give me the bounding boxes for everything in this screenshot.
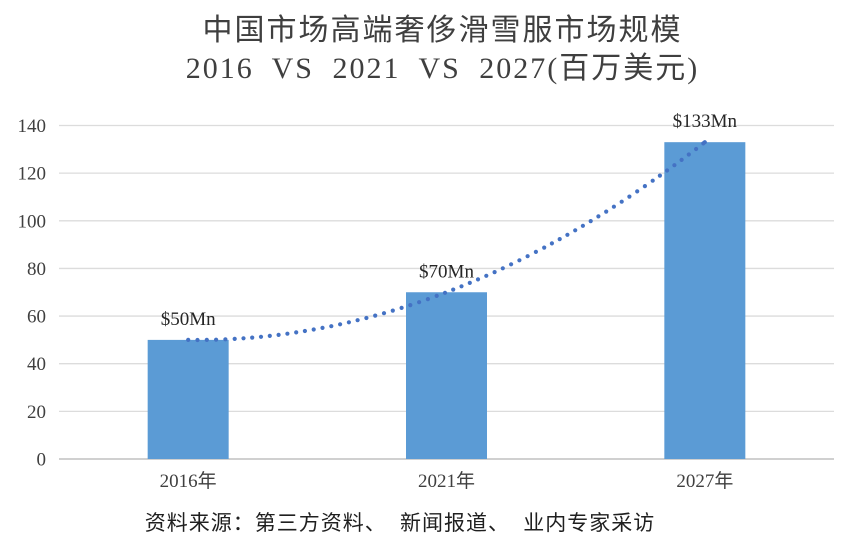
trendline-dot [320, 325, 325, 330]
y-tick-label: 40 [27, 354, 46, 375]
y-tick-label: 140 [18, 116, 47, 137]
trendline-dot [500, 266, 505, 271]
trendline-dot [650, 178, 655, 183]
bar [406, 292, 487, 459]
trendline-dot [549, 241, 555, 246]
trendline-dot [214, 337, 219, 342]
chart-title-line2: 2016 VS 2021 VS 2027(百万美元) [185, 52, 700, 85]
trendline-dot [390, 308, 395, 313]
trendline-dot [657, 173, 663, 178]
trendline-dot [557, 237, 562, 242]
trendline-dot [258, 334, 264, 339]
bar-value-label: $133Mn [673, 111, 738, 132]
trendline-dot [276, 332, 281, 337]
trendline-dot [475, 277, 481, 282]
trendline-dot [408, 303, 413, 308]
trendline-dot [399, 305, 404, 310]
y-tick-label: 20 [27, 402, 46, 423]
trendline-dot [434, 293, 439, 298]
trendline-dot [250, 335, 255, 340]
bar [147, 339, 229, 459]
trendline-dot [484, 273, 489, 278]
trendline-dot [604, 209, 609, 214]
trendline-dot [611, 204, 617, 209]
source-note: 资料来源：第三方资料、 新闻报道、 业内专家采访 [144, 511, 656, 535]
trendline-dot [195, 337, 200, 343]
trendline-dot [533, 249, 539, 254]
y-tick-label: 120 [18, 164, 47, 185]
trendline-dot [565, 232, 570, 237]
trendline-dot [542, 245, 547, 250]
x-tick-label: 2027年 [676, 470, 733, 492]
trendline-dot [459, 284, 464, 289]
trendline-dot [686, 152, 691, 157]
trendline-dot [694, 146, 699, 152]
y-tick-label: 100 [18, 211, 47, 232]
y-tick-label: 0 [37, 450, 47, 471]
bar [664, 142, 746, 460]
trendline-dot [702, 140, 707, 145]
y-tick-label: 80 [27, 259, 46, 280]
trendline-dot [580, 223, 586, 228]
trendline-dot [355, 318, 360, 323]
trendline-dot [619, 199, 624, 204]
trendline-dot [186, 337, 191, 342]
bar-value-label: $50Mn [161, 309, 216, 330]
trendline-dot [267, 333, 272, 338]
trendline-dot [467, 280, 472, 285]
trendline-dot [596, 214, 601, 219]
trendline-dot [417, 300, 422, 305]
trendline-dot [573, 228, 578, 233]
trendline-dot [294, 330, 299, 335]
trendline-dot [451, 287, 456, 292]
x-tick-label: 2021年 [418, 470, 475, 492]
trendline-dot [241, 336, 246, 341]
trendline-dot [665, 168, 670, 173]
trendline-dot [642, 184, 648, 189]
y-tick-label: 60 [27, 307, 46, 328]
trendline-dot [302, 328, 307, 334]
trendline-dot [492, 270, 497, 275]
trendline-dot [588, 219, 593, 224]
trendline-dot [338, 322, 343, 327]
trendline-dot [627, 194, 632, 199]
chart-title-line1: 中国市场高端奢侈滑雪服市场规模 [202, 14, 683, 47]
trendline-dot [311, 327, 316, 332]
trendline-dot [442, 290, 448, 295]
trendline-dot [425, 297, 430, 302]
trendline-dot [381, 311, 387, 316]
trendline-dot [672, 163, 677, 168]
trendline-dot [285, 331, 290, 336]
trendline-dot [525, 254, 530, 259]
bar-value-label: $70Mn [419, 261, 474, 282]
trendline-dot [329, 324, 334, 329]
trendline-dot [364, 315, 369, 321]
trendline-dot [232, 336, 237, 341]
trendline-dot [679, 157, 684, 162]
trendline-dot [635, 189, 640, 194]
trendline-dot [517, 258, 522, 263]
trendline-dot [204, 337, 209, 342]
x-tick-label: 2016年 [160, 470, 217, 492]
chart-title: 中国市场高端奢侈滑雪服市场规模 2016 VS 2021 VS 2027(百万美… [30, 12, 855, 88]
trendline-dot [223, 337, 228, 342]
trendline-dot [373, 313, 378, 318]
trendline-dot [509, 262, 514, 267]
trendline-dot [346, 320, 351, 325]
